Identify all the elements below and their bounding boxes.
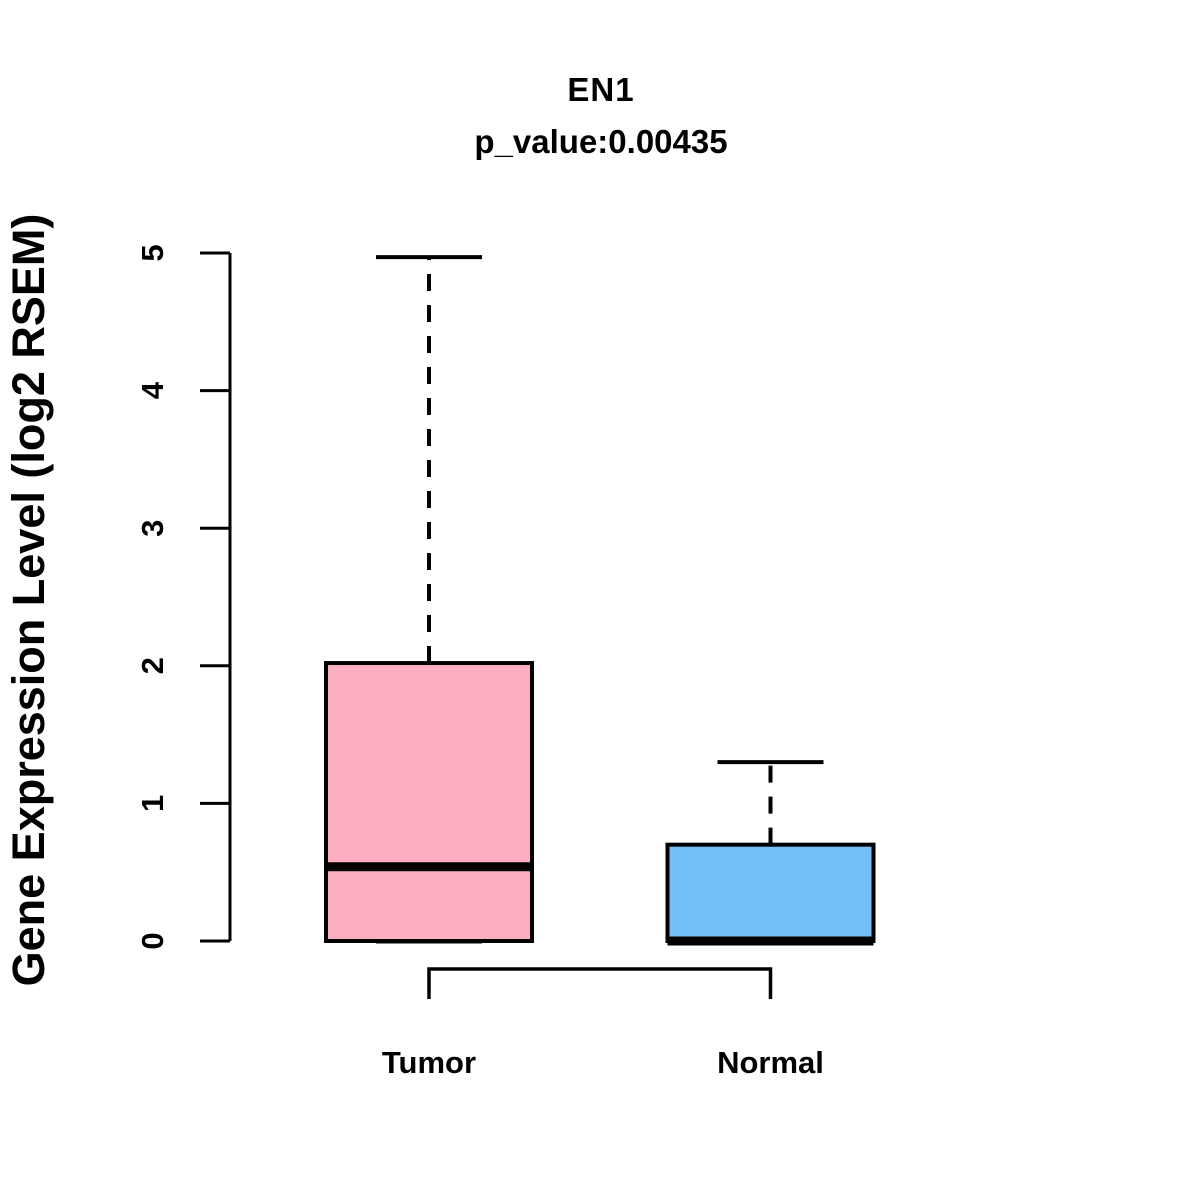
normal-box xyxy=(665,842,876,943)
y-axis-tick-label: 1 xyxy=(135,795,170,812)
y-axis-tick-label: 2 xyxy=(135,657,170,674)
y-axis-label: Gene Expression Level (log2 RSEM) xyxy=(3,214,54,987)
y-axis-tick-label: 4 xyxy=(135,381,170,399)
x-category-label-normal: Normal xyxy=(717,1045,824,1080)
y-axis-tick-label: 0 xyxy=(135,932,170,949)
x-category-label-tumor: Tumor xyxy=(382,1045,476,1080)
y-axis-tick-label: 3 xyxy=(135,520,170,537)
comparison-bracket xyxy=(427,967,773,999)
plot-area: 0 1 2 3 4 5 Tumor Normal xyxy=(135,244,876,1080)
tumor-box xyxy=(324,661,534,943)
chart-title: EN1 xyxy=(567,71,634,108)
y-axis-tick-label: 5 xyxy=(135,244,170,261)
chart-subtitle: p_value:0.00435 xyxy=(474,123,727,160)
